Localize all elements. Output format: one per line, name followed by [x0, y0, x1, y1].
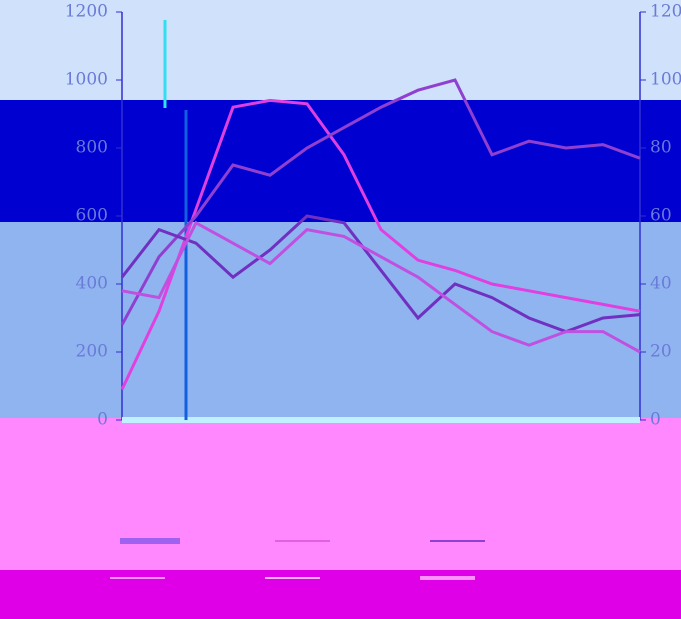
y2-tick-label: 100	[650, 70, 681, 90]
background-band	[0, 570, 681, 619]
background-band	[0, 0, 681, 100]
y-tick-label: 200	[76, 342, 108, 362]
y-tick-label: 600	[76, 206, 108, 226]
y2-tick-label: 80	[650, 138, 672, 158]
background-band	[0, 100, 681, 222]
line	[120, 78, 641, 326]
y-tick-label: 1000	[65, 70, 108, 90]
y-tick-label: 1200	[65, 2, 108, 22]
line	[120, 214, 641, 334]
y-tick-label: 0	[97, 410, 108, 430]
y-tick-label: 800	[76, 138, 108, 158]
y2-tick-label: 40	[650, 274, 672, 294]
y2-tick-label: 0	[650, 410, 661, 430]
y2-tick-label: 120	[650, 2, 681, 22]
line	[120, 98, 641, 391]
y-tick-label: 400	[76, 274, 108, 294]
y2-tick-label: 20	[650, 342, 672, 362]
background-band	[0, 418, 681, 570]
background-band	[0, 222, 681, 418]
y2-tick-label: 60	[650, 206, 672, 226]
line	[121, 220, 641, 354]
